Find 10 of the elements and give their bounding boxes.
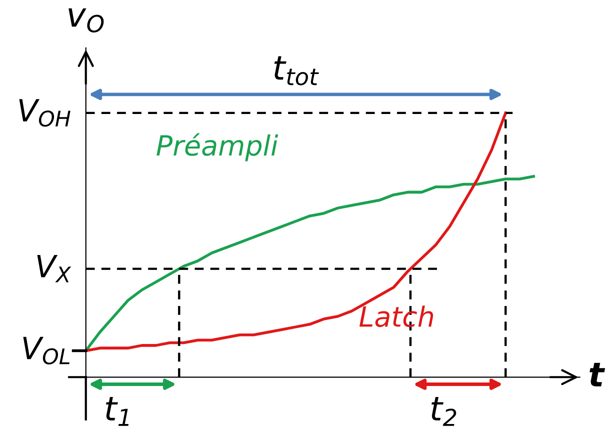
text: t$_{1}$ [106,397,129,426]
text: t$_{tot}$ [274,56,319,86]
ref-line-label: V$_{OL}$ [23,336,70,364]
y-axis-title: v$_{O}$ [68,8,104,32]
ref-line-label: V$_{X}$ [37,254,72,282]
text: Préampli [156,133,278,162]
text: t$_{2}$ [432,397,456,426]
series-label: Latch [359,306,434,328]
ref-line-label: V$_{OH}$ [19,99,70,127]
x-axis-title: t [590,362,606,386]
